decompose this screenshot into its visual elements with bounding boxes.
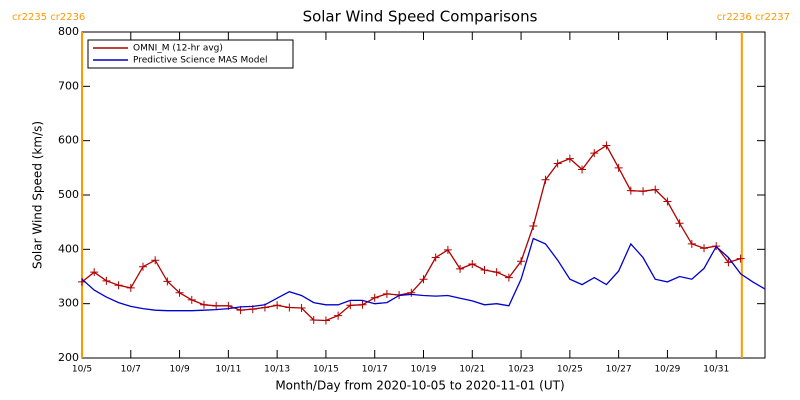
data-point xyxy=(297,304,306,313)
data-point xyxy=(724,258,733,267)
legend-label: OMNI_M (12-hr avg) xyxy=(133,44,223,54)
data-point xyxy=(382,289,391,298)
data-point xyxy=(114,281,123,290)
x-tick-label: 10/27 xyxy=(606,365,632,375)
data-point xyxy=(700,244,709,253)
x-tick-label: 10/9 xyxy=(169,365,189,375)
data-point xyxy=(456,264,465,273)
y-tick-label: 300 xyxy=(58,297,79,310)
x-tick-label: 10/7 xyxy=(121,365,141,375)
data-point xyxy=(602,141,611,150)
data-point xyxy=(346,301,355,310)
data-point xyxy=(175,288,184,297)
data-point xyxy=(138,262,147,271)
chart-title: Solar Wind Speed Comparisons xyxy=(303,8,538,26)
legend-box xyxy=(87,39,294,69)
data-point xyxy=(419,275,428,284)
data-point xyxy=(370,293,379,302)
x-tick-label: 10/25 xyxy=(557,365,583,375)
data-point xyxy=(309,315,318,324)
x-tick-label: 10/29 xyxy=(654,365,680,375)
x-tick-label: 10/17 xyxy=(362,365,388,375)
data-point xyxy=(675,219,684,228)
x-tick-label: 10/15 xyxy=(313,365,339,375)
data-point xyxy=(163,277,172,286)
data-point xyxy=(687,239,696,248)
data-point xyxy=(321,316,330,325)
data-point xyxy=(407,288,416,297)
x-axis-label: Month/Day from 2020-10-05 to 2020-11-01 … xyxy=(275,379,564,393)
data-point xyxy=(468,260,477,269)
y-axis-label: Solar Wind Speed (km/s) xyxy=(31,121,45,269)
y-tick-label: 700 xyxy=(58,79,79,92)
y-tick-label: 500 xyxy=(58,188,79,201)
data-point xyxy=(639,187,648,196)
data-point xyxy=(358,300,367,309)
x-tick-label: 10/5 xyxy=(72,365,92,375)
data-point xyxy=(480,265,489,274)
data-point xyxy=(541,175,550,184)
data-point xyxy=(443,245,452,254)
data-point xyxy=(651,185,660,194)
legend-label: Predictive Science MAS Model xyxy=(133,56,268,66)
data-point xyxy=(736,254,745,263)
data-point xyxy=(517,257,526,266)
data-point xyxy=(492,268,501,277)
data-point xyxy=(334,311,343,320)
data-point xyxy=(187,295,196,304)
x-tick-label: 10/23 xyxy=(508,365,534,375)
data-point xyxy=(663,197,672,206)
rotation-label: cr2236 cr2237 xyxy=(717,12,790,23)
data-point xyxy=(614,163,623,172)
data-point xyxy=(553,159,562,168)
data-point xyxy=(578,165,587,174)
data-point xyxy=(590,149,599,158)
data-point xyxy=(151,256,160,265)
data-point xyxy=(285,303,294,312)
rotation-label: cr2235 cr2236 xyxy=(12,12,85,23)
data-point xyxy=(126,283,135,292)
data-point xyxy=(504,273,513,282)
data-point xyxy=(529,221,538,230)
data-point xyxy=(199,300,208,309)
x-tick-label: 10/21 xyxy=(459,365,485,375)
x-tick-label: 10/13 xyxy=(264,365,290,375)
data-point xyxy=(431,253,440,262)
x-tick-label: 10/31 xyxy=(703,365,729,375)
data-point xyxy=(565,154,574,163)
x-tick-label: 10/11 xyxy=(215,365,241,375)
data-point xyxy=(626,186,635,195)
y-tick-label: 600 xyxy=(58,134,79,147)
y-tick-label: 200 xyxy=(58,351,79,364)
series-line xyxy=(81,237,766,312)
data-point xyxy=(212,301,221,310)
x-tick-label: 10/19 xyxy=(411,365,437,375)
data-point xyxy=(273,301,282,310)
data-point xyxy=(90,268,99,277)
data-point xyxy=(102,276,111,285)
y-tick-label: 800 xyxy=(58,25,79,38)
y-tick-label: 400 xyxy=(58,242,79,255)
